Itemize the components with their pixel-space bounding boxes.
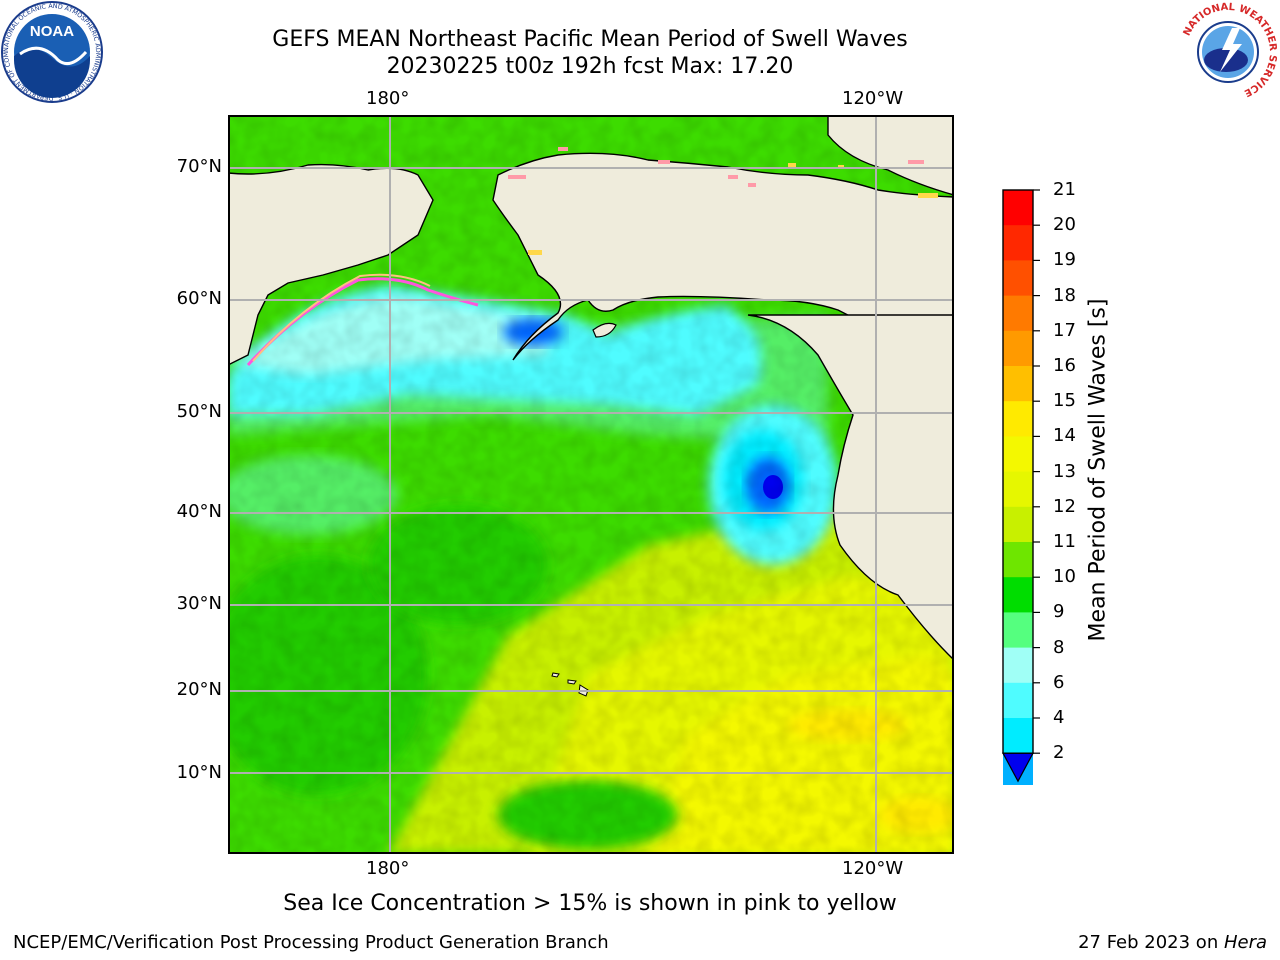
footer-credit: NCEP/EMC/Verification Post Processing Pr…	[13, 932, 609, 953]
sea-ice-caption: Sea Ice Concentration > 15% is shown in …	[283, 891, 897, 916]
lat-label-60n: 60°N	[176, 288, 222, 309]
colorbar-segment	[1003, 401, 1033, 437]
colorbar-tick-label: 16	[1053, 355, 1076, 376]
colorbar-segment	[1003, 330, 1033, 367]
footer-date-text: 27 Feb 2023 on	[1078, 932, 1224, 953]
bottom-lon-label-180: 180°	[366, 858, 410, 879]
colorbar-segment	[1003, 295, 1033, 332]
bottom-lon-label-120w: 120°W	[842, 858, 904, 879]
colorbar-segment	[1003, 436, 1033, 473]
colorbar-tick-label: 19	[1053, 249, 1076, 271]
lat-label-50n: 50°N	[176, 401, 222, 422]
top-lon-label-180: 180°	[366, 88, 410, 109]
colorbar-tick-label: 14	[1053, 425, 1076, 447]
chart-subtitle: 20230225 t00z 192h fcst Max: 17.20	[386, 54, 794, 79]
colorbar-segment	[1003, 577, 1033, 613]
colorbar-segment	[1003, 647, 1033, 684]
colorbar-tick-label: 15	[1053, 390, 1076, 412]
colorbar-tick-label: 8	[1053, 636, 1065, 658]
colorbar-tick-label: 6	[1053, 671, 1065, 693]
lat-label-30n: 30°N	[176, 593, 222, 614]
colorbar-segment	[1003, 190, 1033, 226]
svg-text:NOAA: NOAA	[30, 23, 74, 40]
footer-machine: Hera	[1223, 932, 1267, 953]
colorbar-segment	[1003, 366, 1033, 402]
lat-label-10n: 10°N	[176, 762, 222, 783]
colorbar-tick-label: 21	[1053, 179, 1076, 200]
colorbar	[1001, 189, 1040, 785]
colorbar-segment	[1003, 506, 1033, 543]
colorbar-segment	[1003, 225, 1033, 261]
chart-title: GEFS MEAN Northeast Pacific Mean Period …	[272, 27, 908, 52]
noaa-logo: NATIONAL OCEANIC AND ATMOSPHERIC ADMINIS…	[0, 0, 103, 103]
colorbar-label: Mean Period of Swell Waves [s]	[1085, 298, 1111, 642]
colorbar-segment	[1003, 718, 1033, 754]
swell-period-map	[228, 115, 954, 854]
colorbar-tick-label: 12	[1053, 495, 1076, 517]
colorbar-tick-label: 13	[1053, 460, 1076, 482]
colorbar-tick-label: 11	[1053, 531, 1076, 552]
lat-label-40n: 40°N	[176, 501, 222, 522]
colorbar-tick-label: 20	[1053, 214, 1076, 236]
footer-date: 27 Feb 2023 on Hera	[1078, 932, 1267, 954]
nws-logo: NATIONAL WEATHER SERVICE	[1178, 2, 1278, 102]
colorbar-segment	[1003, 542, 1033, 578]
colorbar-segment	[1003, 682, 1033, 719]
colorbar-tick-label: 9	[1053, 601, 1065, 623]
lat-label-70n: 70°N	[176, 156, 222, 177]
lat-label-20n: 20°N	[176, 679, 222, 700]
colorbar-tick-label: 2	[1053, 742, 1065, 764]
colorbar-tick-label: 17	[1053, 319, 1076, 341]
colorbar-segment	[1003, 612, 1033, 649]
colorbar-segment	[1003, 260, 1033, 297]
top-lon-label-120w: 120°W	[842, 88, 904, 109]
colorbar-tick-label: 18	[1053, 284, 1076, 306]
colorbar-segment	[1003, 471, 1033, 508]
colorbar-tick-label: 10	[1053, 566, 1076, 588]
colorbar-tick-label: 4	[1053, 707, 1065, 728]
